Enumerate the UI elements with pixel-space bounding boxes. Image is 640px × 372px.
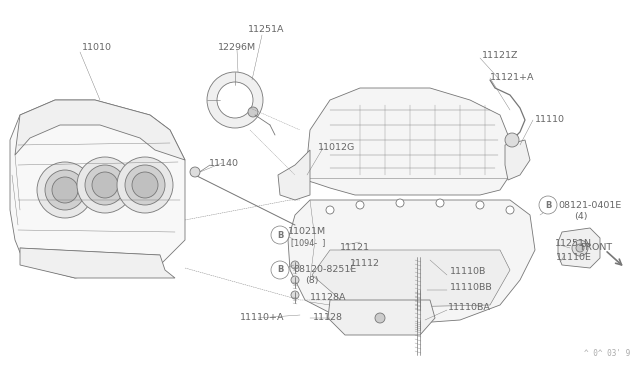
Circle shape (52, 177, 78, 203)
Polygon shape (15, 100, 185, 160)
Text: 11112: 11112 (350, 259, 380, 267)
Text: 11110E: 11110E (556, 253, 592, 263)
Circle shape (271, 226, 289, 244)
Circle shape (207, 72, 263, 128)
Text: B: B (277, 231, 283, 240)
Bar (414, 285, 422, 290)
Text: 11110B: 11110B (450, 267, 486, 276)
Circle shape (505, 133, 519, 147)
Text: FRONT: FRONT (580, 244, 612, 253)
Text: 11010: 11010 (82, 44, 112, 52)
Text: 11128: 11128 (313, 312, 343, 321)
Text: 11110BA: 11110BA (448, 304, 491, 312)
Circle shape (476, 201, 484, 209)
Polygon shape (312, 250, 510, 308)
Circle shape (396, 199, 404, 207)
Text: 11251A: 11251A (248, 26, 285, 35)
Circle shape (45, 170, 85, 210)
Circle shape (117, 157, 173, 213)
Text: 11251N: 11251N (555, 238, 592, 247)
Text: 11110: 11110 (535, 115, 565, 125)
Polygon shape (305, 88, 510, 195)
Circle shape (375, 313, 385, 323)
Text: 11021M: 11021M (288, 228, 326, 237)
Polygon shape (288, 200, 535, 325)
Circle shape (539, 196, 557, 214)
FancyBboxPatch shape (350, 255, 490, 300)
Text: 11128A: 11128A (310, 294, 346, 302)
Circle shape (248, 107, 258, 117)
Polygon shape (558, 228, 600, 268)
Text: 11140: 11140 (209, 158, 239, 167)
Circle shape (576, 244, 584, 252)
Text: 11110+A: 11110+A (240, 314, 285, 323)
Text: B: B (277, 266, 283, 275)
Circle shape (291, 291, 299, 299)
Text: 11110BB: 11110BB (450, 283, 493, 292)
Polygon shape (10, 100, 185, 278)
Text: 08120-8251E: 08120-8251E (293, 266, 356, 275)
Circle shape (77, 157, 133, 213)
Circle shape (217, 82, 253, 118)
Bar (414, 315, 422, 320)
Circle shape (326, 206, 334, 214)
Polygon shape (328, 300, 435, 335)
Text: 11121+A: 11121+A (490, 74, 534, 83)
Text: B: B (545, 201, 551, 209)
Polygon shape (278, 150, 310, 200)
Text: (4): (4) (574, 212, 588, 221)
Circle shape (190, 167, 200, 177)
Circle shape (132, 172, 158, 198)
Text: ^ 0^ 03' 9: ^ 0^ 03' 9 (584, 349, 630, 358)
Text: 11121: 11121 (340, 243, 370, 251)
Bar (414, 252, 422, 257)
Text: 12296M: 12296M (218, 42, 256, 51)
Text: 11121Z: 11121Z (482, 51, 518, 60)
Circle shape (356, 201, 364, 209)
Circle shape (37, 162, 93, 218)
Polygon shape (20, 248, 175, 278)
Text: 11012G: 11012G (318, 144, 355, 153)
Circle shape (436, 199, 444, 207)
Circle shape (92, 172, 118, 198)
Circle shape (291, 276, 299, 284)
Circle shape (125, 165, 165, 205)
Circle shape (291, 261, 299, 269)
Circle shape (572, 240, 588, 256)
Circle shape (271, 261, 289, 279)
Text: (8): (8) (305, 276, 319, 285)
Polygon shape (505, 140, 530, 180)
Circle shape (85, 165, 125, 205)
Ellipse shape (345, 304, 415, 332)
Text: 08121-0401E: 08121-0401E (558, 201, 621, 209)
Circle shape (506, 206, 514, 214)
Text: [1094-  ]: [1094- ] (291, 238, 325, 247)
